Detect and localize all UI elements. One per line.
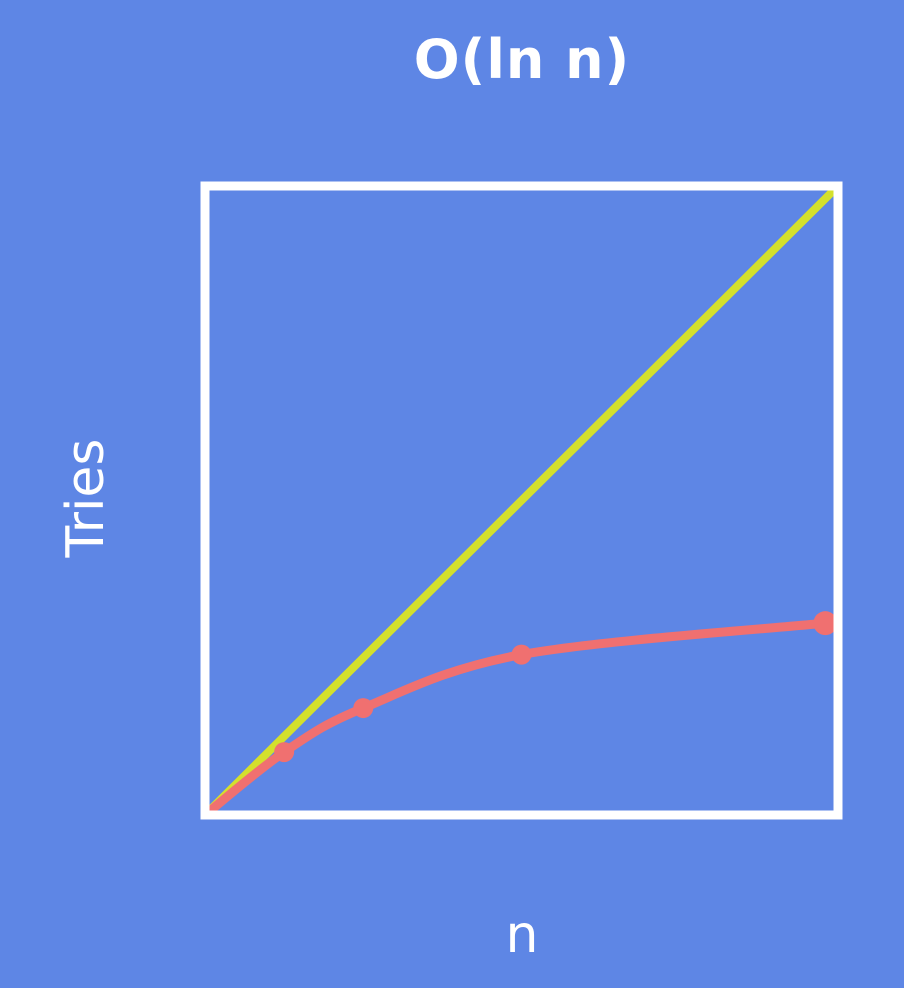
series-2-point-3 [511, 644, 532, 665]
series-2-point-2 [353, 698, 374, 719]
series-line-1 [201, 182, 842, 819]
series-2-point-4 [813, 611, 838, 636]
chart-title: O(ln n) [413, 28, 631, 91]
x-axis-label: n [505, 905, 539, 965]
plot-frame [200, 181, 843, 820]
series-2-point-1 [274, 742, 295, 763]
series-line-2 [200, 618, 830, 820]
